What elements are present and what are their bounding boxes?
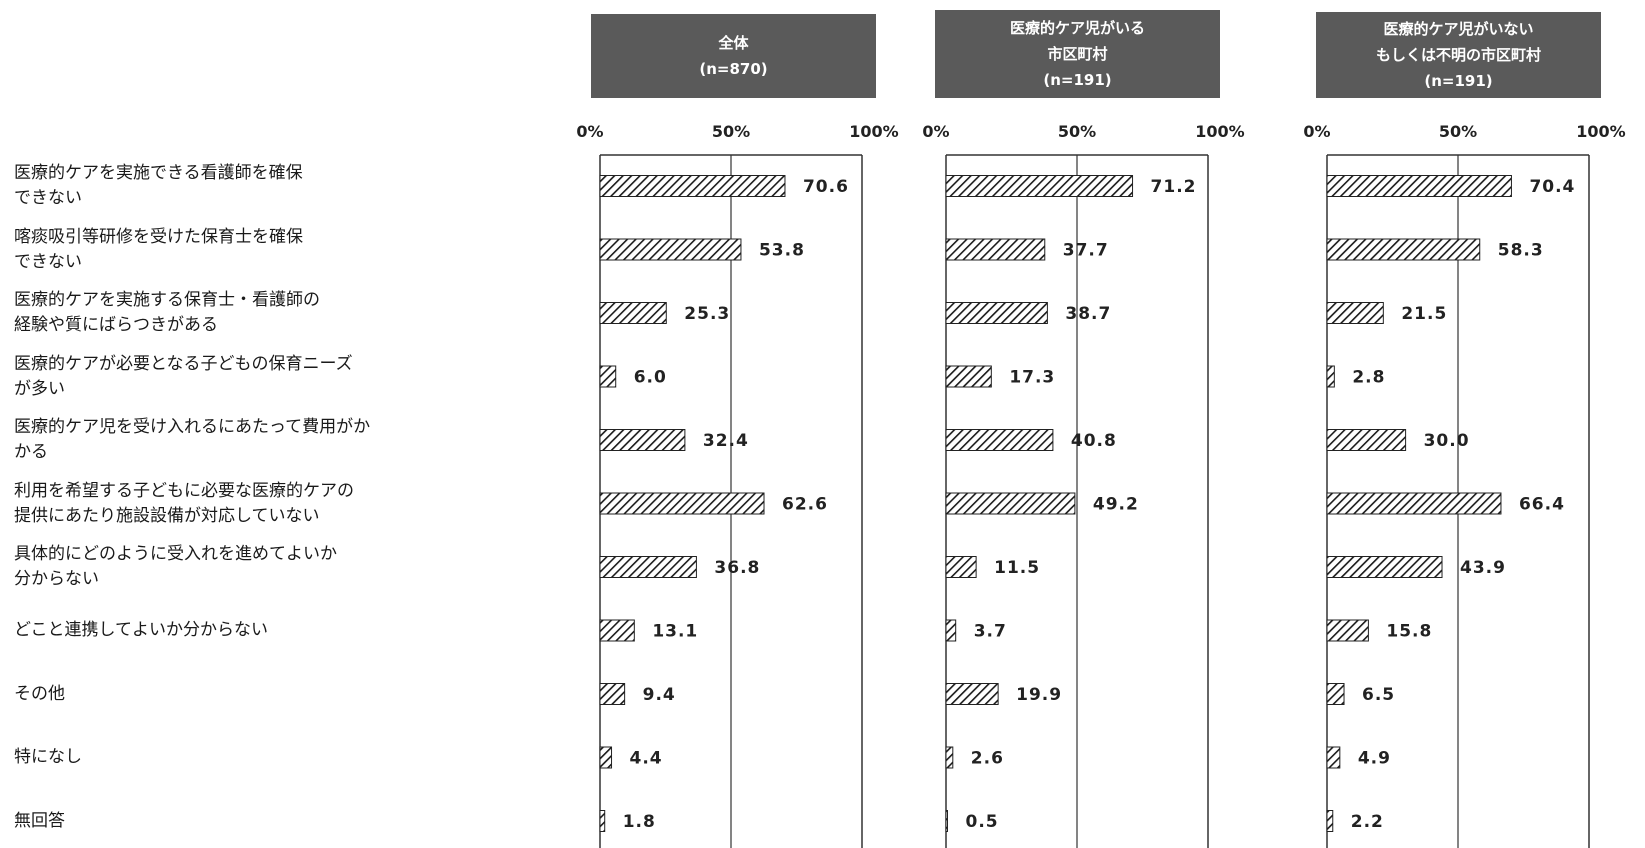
data-label: 70.4 [1529,177,1575,197]
data-label: 30.0 [1424,431,1470,451]
data-label: 37.7 [1063,241,1109,261]
data-label: 4.9 [1358,749,1391,769]
category-label: 利用を希望する子どもに必要な医療的ケアの 提供にあたり施設設備が対応していない [14,480,354,526]
data-label: 1.8 [623,812,656,832]
bar [945,492,1076,515]
data-label: 6.5 [1362,685,1395,705]
bar [945,429,1054,451]
panel-3: 0% 50% 100% 70.4 58.3 21.5 2.8 30.0 66.4 43.9 15.8… [1303,122,1626,848]
bar [1326,683,1345,705]
category-label: 医療的ケア児を受け入れるにあたって費用がか かる [14,417,371,462]
data-label: 66.4 [1519,495,1565,515]
category-label: 喀痰吸引等研修を受けた保育士を確保 できない [14,226,303,272]
data-label: 21.5 [1401,304,1447,324]
panel-2: 0% 50% 100% 71.2 37.7 38.7 17.3 40.8 49.2 11.5 3.7… [922,122,1245,848]
tick-label: 50% [1439,122,1477,141]
bar [1326,365,1335,388]
bar [599,492,765,515]
data-label: 11.5 [994,558,1040,578]
category-label: 医療的ケアを実施できる看護師を確保 できない [14,163,303,208]
category-label: 無回答 [14,810,65,831]
tick-label: 0% [922,122,949,141]
data-label: 17.3 [1009,368,1055,388]
panel-1: 0% 50% 100% 70.6 53.8 25.3 6.0 32.4 62.6 36.8 13.1… [576,122,899,848]
bar [945,238,1046,261]
data-label: 49.2 [1093,495,1139,515]
bar [945,746,954,769]
tick-label: 0% [576,122,603,141]
bar [945,365,992,388]
panel-header-1: 全体 (n=870) [591,14,876,98]
bar [599,746,613,769]
data-label: 40.8 [1071,431,1117,451]
bar [1326,746,1341,769]
tick-label: 100% [1576,122,1625,141]
category-label: その他 [14,683,65,704]
data-label: 2.8 [1352,368,1385,388]
tick-label: 0% [1303,122,1330,141]
bar [1326,810,1334,832]
bar [599,683,626,705]
data-label: 71.2 [1151,177,1197,197]
data-label: 58.3 [1498,241,1544,261]
bar [1326,302,1384,324]
bar [945,556,977,578]
bar [1326,238,1481,261]
data-label: 32.4 [703,431,749,451]
category-label: 医療的ケアが必要となる子どもの保育ニーズ が多い [14,353,353,399]
tick-label: 50% [1058,122,1096,141]
data-label: 70.6 [803,177,849,197]
bar [599,429,686,451]
bar [599,810,606,832]
data-label: 2.2 [1351,812,1384,832]
category-label: どこと連携してよいか分からない [14,620,268,640]
bar [1326,619,1369,642]
bar [945,810,948,832]
bar [599,556,697,578]
bar [945,302,1048,324]
data-label: 15.8 [1386,622,1432,642]
category-label: 特になし [14,747,82,767]
data-label: 2.6 [971,749,1004,769]
category-label: 具体的にどのように受入れを進めてよいか 分からない [14,544,337,589]
bar [599,238,742,261]
bar [1326,429,1407,451]
data-label: 6.0 [634,368,667,388]
tick-label: 100% [1195,122,1244,141]
bar [945,175,1134,197]
data-label: 62.6 [782,495,828,515]
bar [599,175,786,197]
panel-header-3: 医療的ケア児がいない もしくは不明の市区町村 (n=191) [1316,12,1601,98]
data-label: 19.9 [1016,685,1062,705]
bar [599,619,635,642]
data-label: 38.7 [1065,304,1111,324]
data-label: 25.3 [684,304,730,324]
bar [945,619,957,642]
bar [1326,556,1443,578]
bar [1326,175,1512,197]
data-label: 43.9 [1460,558,1506,578]
data-label: 9.4 [643,685,676,705]
bar [1326,492,1502,515]
data-label: 13.1 [652,622,698,642]
bar [599,365,617,388]
bar [599,302,667,324]
category-label: 医療的ケアを実施する保育士・看護師の 経験や質にばらつきがある [14,290,320,335]
data-label: 4.4 [630,749,663,769]
tick-label: 100% [849,122,898,141]
data-label: 0.5 [966,812,999,832]
data-label: 36.8 [714,558,760,578]
panel-header-2: 医療的ケア児がいる 市区町村 (n=191) [935,10,1220,98]
data-label: 53.8 [759,241,805,261]
bar [945,683,999,705]
tick-label: 50% [712,122,750,141]
data-label: 3.7 [974,622,1007,642]
